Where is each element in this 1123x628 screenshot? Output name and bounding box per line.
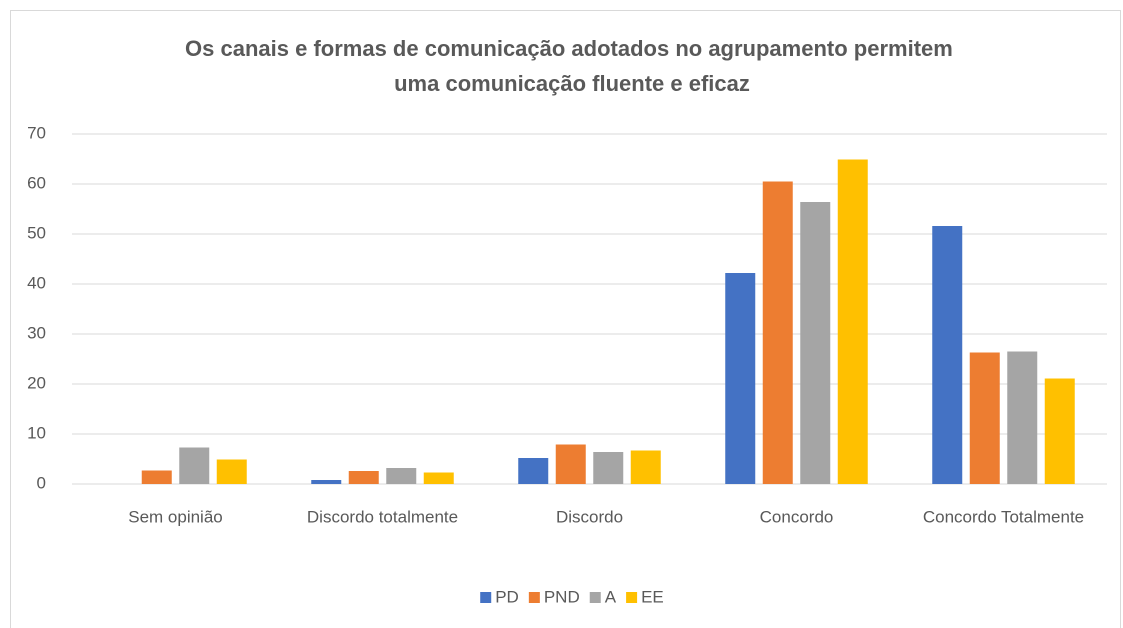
bar bbox=[800, 202, 831, 484]
y-tick-label: 10 bbox=[27, 423, 46, 442]
bar bbox=[141, 470, 172, 484]
bar bbox=[386, 468, 417, 484]
bar bbox=[348, 471, 379, 484]
legend-label: A bbox=[605, 587, 617, 606]
bar bbox=[1007, 351, 1038, 484]
y-tick-label: 60 bbox=[27, 173, 46, 192]
bar bbox=[725, 273, 756, 484]
y-tick-label: 30 bbox=[27, 323, 46, 342]
bar bbox=[1044, 378, 1075, 484]
bar bbox=[969, 352, 1000, 484]
legend: PD PND A EE bbox=[480, 587, 664, 606]
y-tick-label: 50 bbox=[27, 223, 46, 242]
chart-title: Os canais e formas de comunicação adotad… bbox=[185, 36, 959, 96]
y-tick-label: 0 bbox=[37, 473, 46, 492]
x-tick-label: Discordo totalmente bbox=[307, 507, 458, 526]
y-tick-label: 70 bbox=[27, 123, 46, 142]
legend-swatch bbox=[589, 592, 601, 603]
bar bbox=[762, 181, 793, 484]
bar bbox=[630, 450, 661, 484]
x-tick-label: Discordo bbox=[556, 507, 623, 526]
legend-swatch bbox=[480, 592, 492, 603]
bar bbox=[837, 159, 868, 484]
y-tick-label: 20 bbox=[27, 373, 46, 392]
legend-label: PD bbox=[495, 587, 519, 606]
x-tick-label: Sem opinião bbox=[128, 507, 223, 526]
legend-swatch bbox=[528, 592, 540, 603]
legend-label: PND bbox=[544, 587, 580, 606]
bar bbox=[518, 458, 549, 484]
bar bbox=[216, 459, 247, 484]
bar bbox=[932, 226, 963, 484]
legend-swatch bbox=[626, 592, 638, 603]
bar bbox=[423, 472, 454, 484]
bar bbox=[593, 452, 624, 484]
y-tick-label: 40 bbox=[27, 273, 46, 292]
x-tick-label: Concordo Totalmente bbox=[923, 507, 1084, 526]
bar bbox=[179, 447, 210, 484]
bar bbox=[555, 444, 586, 484]
legend-label: EE bbox=[641, 587, 664, 606]
bar bbox=[311, 480, 342, 484]
x-tick-label: Concordo bbox=[760, 507, 834, 526]
